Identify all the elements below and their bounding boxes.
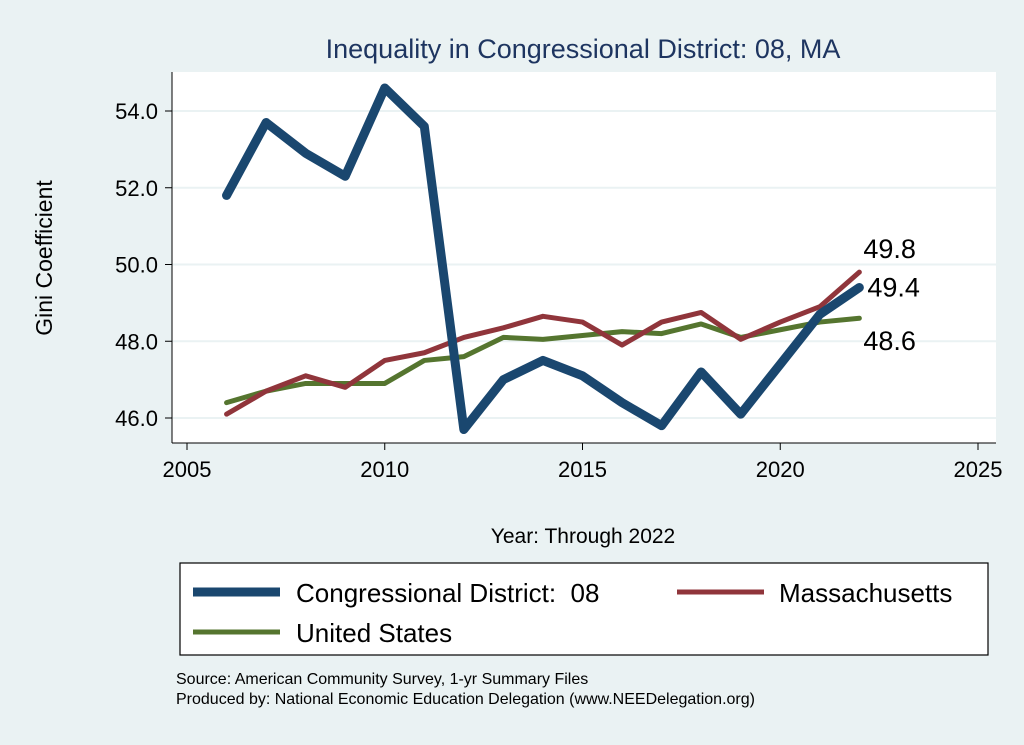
x-tick-label: 2020 <box>756 457 805 482</box>
y-tick-label: 50.0 <box>115 253 158 278</box>
end-label-district-line: 49.4 <box>867 273 920 303</box>
y-tick-label: 48.0 <box>115 329 158 354</box>
legend-label-massachusetts: Massachusetts <box>779 578 952 608</box>
legend-box <box>179 562 989 656</box>
gridlines <box>172 110 996 419</box>
x-tick-label: 2010 <box>360 457 409 482</box>
legend-label-united-states: United States <box>296 618 452 648</box>
y-tick-label: 54.0 <box>115 99 158 124</box>
legend-label-district: Congressional District: 08 <box>296 578 599 608</box>
legend: Congressional District: 08 Massachusetts… <box>179 562 989 656</box>
x-tick-label: 2025 <box>954 457 1003 482</box>
end-labels: 49.4 49.8 48.6 <box>863 234 920 356</box>
y-tick-label: 46.0 <box>115 406 158 431</box>
axes: 46.0 48.0 50.0 52.0 54.0 2005 2010 2015 2020 2025 <box>115 72 1002 482</box>
x-tick-label: 2015 <box>558 457 607 482</box>
y-tick-label: 52.0 <box>115 176 158 201</box>
source-note: Source: American Community Survey, 1-yr … <box>176 671 588 688</box>
end-label-united-states-line: 48.6 <box>863 326 916 356</box>
x-tick-label: 2005 <box>163 457 212 482</box>
y-axis-label: Gini Coefficient <box>31 180 57 336</box>
producer-note: Produced by: National Economic Education… <box>176 691 755 708</box>
x-axis-label: Year: Through 2022 <box>491 525 676 548</box>
series-lines <box>222 83 864 435</box>
end-label-massachusetts-line: 49.8 <box>863 234 916 264</box>
chart-title: Inequality in Congressional District: 08… <box>326 34 841 64</box>
